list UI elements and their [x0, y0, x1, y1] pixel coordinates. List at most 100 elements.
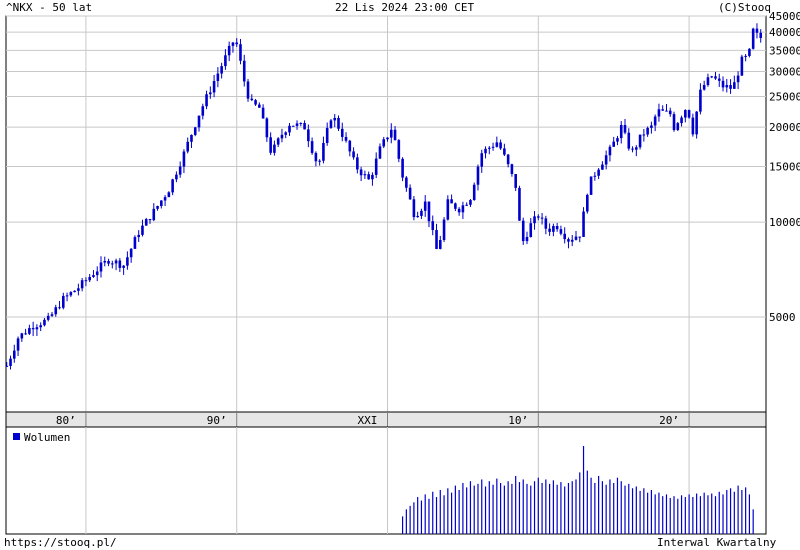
candle-body — [182, 151, 186, 167]
x-tick-label: 90’ — [207, 414, 227, 427]
candle-body — [476, 166, 480, 185]
candle-body — [122, 265, 125, 268]
candle-body — [356, 157, 359, 170]
candle-body — [205, 94, 208, 107]
x-tick-label: XXI — [358, 414, 378, 427]
candle-body — [446, 199, 450, 220]
candle-body — [318, 160, 321, 162]
candle-body — [506, 154, 510, 165]
price-candles — [5, 23, 763, 370]
candle-body — [129, 248, 133, 258]
candle-body — [39, 325, 42, 328]
candle-body — [50, 314, 54, 316]
candle-body — [695, 111, 698, 135]
candle-body — [748, 48, 751, 56]
candle-body — [348, 140, 352, 152]
candle-body — [721, 80, 725, 88]
candle-body — [717, 78, 721, 81]
candle-body — [714, 76, 717, 79]
candle-body — [190, 134, 193, 142]
y-tick-label: 35000 — [769, 44, 800, 57]
candle-body — [141, 225, 144, 235]
candle-body — [657, 109, 661, 117]
price-grid — [6, 15, 766, 412]
candle-body — [616, 138, 619, 142]
candle-body — [46, 315, 50, 320]
candle-body — [559, 229, 563, 234]
candle-body — [265, 118, 269, 138]
candle-body — [729, 85, 732, 89]
candle-body — [269, 137, 272, 153]
candle-body — [92, 275, 95, 277]
candle-body — [280, 134, 284, 139]
candle-body — [687, 110, 691, 118]
candle-body — [340, 128, 344, 137]
candle-body — [88, 276, 91, 281]
candle-body — [755, 28, 759, 33]
candle-body — [668, 110, 672, 115]
candle-body — [495, 142, 499, 147]
candle-body — [12, 350, 16, 359]
volume-panel-frame — [5, 426, 767, 535]
x-tick-label: 80’ — [56, 414, 76, 427]
source-link[interactable]: https://stooq.pl/ — [4, 536, 117, 549]
candle-body — [710, 76, 714, 78]
price-y-axis: 45000 40000 35000 30000 25000 20000 15000 10000… — [769, 10, 800, 324]
candle-body — [107, 260, 110, 264]
candle-body — [382, 139, 386, 147]
candle-body — [118, 260, 122, 268]
candle-body — [537, 216, 540, 218]
candle-body — [427, 201, 431, 222]
candle-body — [736, 75, 740, 83]
candle-body — [299, 123, 303, 125]
candle-body — [325, 127, 329, 143]
candle-body — [58, 307, 61, 309]
candle-body — [608, 146, 612, 156]
candle-body — [759, 32, 763, 38]
candle-body — [540, 217, 544, 219]
candle-body — [95, 271, 99, 276]
candle-body — [740, 56, 744, 76]
candle-body — [144, 219, 148, 226]
y-tick-label: 45000 — [769, 10, 800, 23]
candle-body — [288, 125, 291, 133]
candle-body — [28, 328, 31, 334]
candle-body — [416, 215, 419, 218]
candle-body — [160, 200, 163, 207]
candle-body — [186, 141, 190, 152]
candle-body — [220, 66, 223, 74]
candle-body — [465, 204, 468, 206]
candle-body — [314, 152, 318, 162]
candle-body — [650, 125, 653, 128]
candle-body — [510, 164, 514, 174]
candle-body — [744, 55, 747, 57]
candle-body — [457, 208, 461, 213]
candle-body — [570, 239, 574, 242]
candle-body — [725, 85, 729, 88]
candle-body — [77, 288, 80, 291]
candle-body — [405, 177, 408, 188]
candle-body — [152, 208, 156, 221]
candle-body — [43, 319, 46, 326]
candle-body — [601, 164, 604, 170]
candle-body — [80, 280, 84, 289]
candle-body — [706, 77, 710, 86]
candle-body — [344, 136, 348, 141]
candle-body — [126, 257, 129, 266]
candle-body — [337, 117, 340, 129]
candle-body — [284, 132, 288, 135]
candle-body — [197, 115, 201, 128]
candle-body — [487, 147, 491, 149]
candle-body — [450, 199, 453, 204]
candle-body — [491, 146, 495, 148]
candle-body — [235, 42, 239, 45]
candle-body — [133, 237, 137, 249]
candle-body — [378, 146, 382, 159]
interval-label: Interwal Kwartalny — [657, 536, 777, 549]
candle-body — [604, 155, 608, 165]
candle-body — [431, 221, 435, 230]
candle-body — [303, 123, 306, 130]
candle-body — [484, 148, 487, 154]
